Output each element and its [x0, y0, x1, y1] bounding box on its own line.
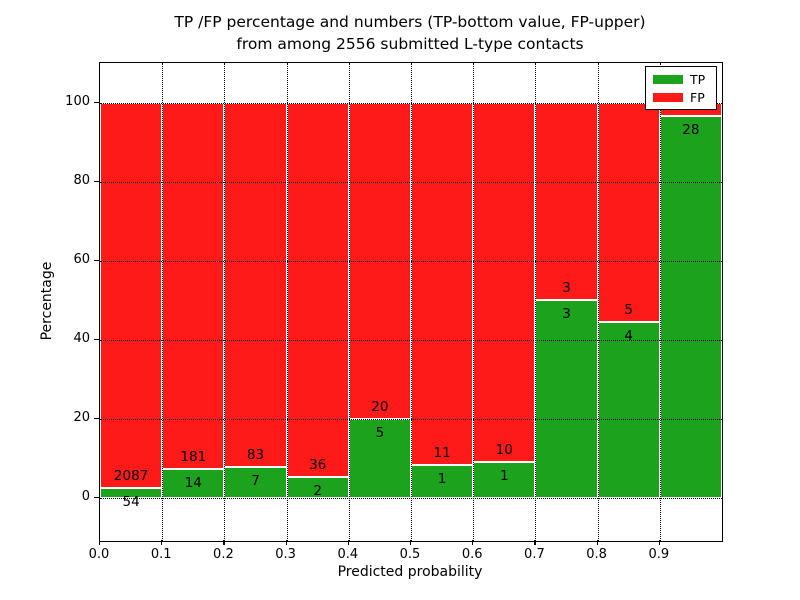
- tp-count-label: 54: [122, 493, 140, 510]
- x-tick: [161, 540, 163, 545]
- y-tick-label: 40: [73, 330, 90, 346]
- fp-count-label: 3: [562, 280, 571, 297]
- tp-count-label: 1: [437, 470, 447, 487]
- chart-title-line2: from among 2556 submitted L-type contact…: [236, 35, 584, 53]
- x-tick-label: 0.1: [150, 547, 172, 562]
- horizontal-gridline: [100, 497, 722, 499]
- legend-entry-tp: TP: [653, 73, 709, 86]
- x-tick-label: 0.8: [586, 547, 607, 562]
- tp-count-label: 1: [500, 467, 509, 484]
- fp-count-label: 20: [371, 398, 389, 415]
- fp-count-label: 10: [495, 441, 513, 458]
- chart-title-line1: TP /FP percentage and numbers (TP-bottom…: [174, 13, 646, 31]
- tp-count-label: 7: [251, 472, 260, 489]
- tp-count-label: 14: [184, 475, 202, 492]
- y-tick-label: 20: [73, 409, 90, 425]
- x-tick-label: 0.4: [337, 547, 359, 562]
- x-tick: [347, 540, 350, 545]
- y-tick: [94, 259, 99, 261]
- vertical-gridline: [411, 63, 412, 541]
- vertical-gridline: [597, 63, 599, 541]
- bar-tp-segment: [162, 469, 225, 498]
- y-tick: [94, 101, 99, 103]
- x-tick: [99, 540, 101, 545]
- x-tick-label: 0.6: [461, 547, 483, 562]
- fp-count-label: 181: [180, 449, 207, 466]
- x-tick-label: 0.9: [648, 547, 670, 562]
- bar-fp-segment: [100, 102, 163, 488]
- bar-tp-segment: [597, 322, 660, 498]
- bar-tp-segment: [100, 487, 163, 498]
- bar-fp-segment: [535, 102, 598, 301]
- horizontal-gridline: [100, 260, 722, 262]
- vertical-gridline: [224, 63, 226, 541]
- y-tick: [94, 417, 99, 419]
- tp-count-label: 5: [375, 424, 385, 441]
- vertical-gridline: [535, 63, 537, 541]
- x-tick: [285, 540, 287, 545]
- y-tick: [94, 338, 99, 340]
- bar-tp-segment: [535, 300, 598, 498]
- fp-count-label: 36: [309, 456, 327, 473]
- vertical-gridline: [162, 63, 164, 541]
- vertical-gridline: [473, 63, 475, 541]
- y-tick: [94, 180, 99, 182]
- x-tick-label: 0.7: [524, 547, 545, 562]
- bar-fp-segment: [286, 102, 349, 477]
- chart-title: TP /FP percentage and numbers (TP-bottom…: [99, 11, 721, 55]
- y-tick-label: 0: [81, 488, 90, 504]
- y-tick: [94, 496, 99, 498]
- bar-fp-segment: [224, 102, 287, 467]
- vertical-gridline: [286, 63, 288, 541]
- x-tick: [534, 540, 536, 545]
- legend-entry-fp: FP: [653, 91, 709, 104]
- bar-fp-segment: [411, 102, 474, 465]
- tp-count-label: 4: [624, 328, 633, 345]
- x-tick-label: 0.5: [399, 547, 421, 562]
- bar-fp-segment: [597, 102, 660, 323]
- horizontal-gridline: [100, 181, 722, 183]
- y-tick-label: 80: [73, 172, 90, 188]
- plot-area: 2087 54 181 14 83 7 36 2 20 5 11 1 10 1 3 3 5 4 28: [99, 62, 723, 542]
- fp-count-label: 5: [624, 302, 633, 319]
- horizontal-gridline: [100, 418, 722, 420]
- y-tick-label: 100: [65, 93, 90, 109]
- horizontal-gridline: [100, 339, 722, 341]
- y-axis-label: Percentage: [39, 261, 55, 341]
- fp-count-label: 2087: [113, 467, 149, 484]
- tp-count-label: 28: [682, 121, 700, 138]
- legend-swatch-tp-icon: [653, 74, 683, 84]
- fp-count-label: 83: [246, 446, 265, 463]
- y-tick-label: 60: [73, 251, 90, 267]
- bar-fp-segment: [473, 102, 536, 462]
- legend: TP FP: [645, 66, 717, 110]
- horizontal-gridline: [100, 102, 722, 104]
- legend-label-tp: TP: [690, 71, 706, 87]
- x-axis-label: Predicted probability: [337, 564, 483, 580]
- vertical-gridline: [659, 63, 661, 541]
- tp-count-label: 3: [562, 306, 571, 323]
- legend-label-fp: FP: [690, 89, 705, 105]
- vertical-gridline: [348, 63, 350, 541]
- fp-count-label: 11: [433, 444, 451, 461]
- tp-count-label: 2: [313, 482, 322, 499]
- bar-fp-segment: [162, 102, 225, 470]
- legend-swatch-fp-icon: [653, 92, 683, 102]
- x-tick: [596, 540, 598, 545]
- x-tick: [410, 540, 412, 545]
- x-tick-label: 0.2: [213, 547, 234, 562]
- x-tick: [472, 540, 474, 545]
- x-tick-label: 0.3: [275, 547, 296, 562]
- x-tick: [658, 540, 661, 545]
- x-tick: [223, 540, 225, 545]
- x-tick-label: 0.0: [88, 547, 110, 562]
- bar-tp-segment: [659, 115, 722, 498]
